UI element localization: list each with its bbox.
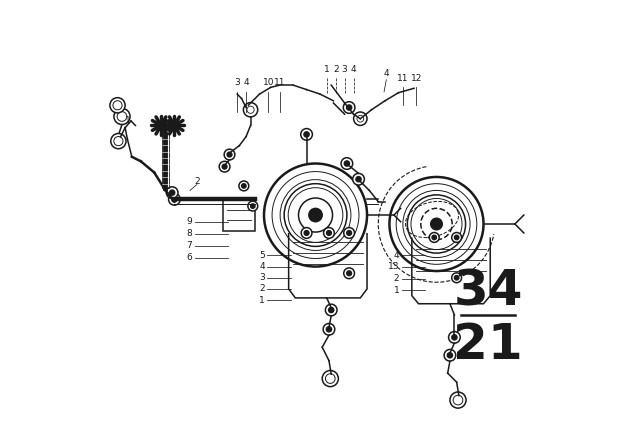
Circle shape bbox=[114, 108, 130, 125]
Circle shape bbox=[111, 134, 126, 149]
Text: 12: 12 bbox=[411, 74, 422, 83]
Bar bbox=[223, 199, 255, 231]
Circle shape bbox=[353, 173, 364, 185]
Circle shape bbox=[239, 181, 249, 191]
Text: 7: 7 bbox=[187, 241, 192, 250]
Text: 11: 11 bbox=[397, 74, 408, 83]
Circle shape bbox=[356, 177, 361, 182]
Circle shape bbox=[452, 335, 457, 340]
Circle shape bbox=[324, 228, 334, 238]
Text: 11: 11 bbox=[274, 78, 285, 87]
Circle shape bbox=[452, 273, 461, 283]
Circle shape bbox=[447, 353, 452, 358]
Circle shape bbox=[343, 102, 355, 113]
Text: 4: 4 bbox=[383, 69, 389, 78]
Circle shape bbox=[170, 190, 175, 195]
Circle shape bbox=[248, 201, 258, 211]
Circle shape bbox=[344, 268, 355, 279]
Circle shape bbox=[304, 231, 309, 235]
Circle shape bbox=[450, 392, 466, 408]
Circle shape bbox=[172, 197, 177, 202]
Text: 1: 1 bbox=[394, 286, 399, 295]
Circle shape bbox=[326, 231, 332, 235]
Text: 6: 6 bbox=[187, 253, 192, 262]
Text: 8: 8 bbox=[187, 229, 192, 238]
Circle shape bbox=[242, 184, 246, 188]
Text: 3: 3 bbox=[234, 78, 240, 87]
Text: 3: 3 bbox=[259, 273, 265, 282]
Text: 10: 10 bbox=[263, 78, 274, 87]
Circle shape bbox=[346, 105, 352, 110]
Circle shape bbox=[323, 323, 335, 335]
Circle shape bbox=[110, 98, 125, 113]
Circle shape bbox=[168, 194, 180, 205]
Text: 21: 21 bbox=[453, 321, 523, 369]
Circle shape bbox=[347, 271, 351, 276]
Circle shape bbox=[323, 370, 339, 387]
Circle shape bbox=[344, 161, 349, 166]
Circle shape bbox=[301, 129, 312, 140]
Circle shape bbox=[328, 307, 334, 313]
Circle shape bbox=[243, 103, 258, 117]
Text: 34: 34 bbox=[453, 267, 523, 315]
Circle shape bbox=[224, 149, 235, 160]
Circle shape bbox=[444, 349, 456, 361]
Text: 4: 4 bbox=[351, 65, 356, 74]
Circle shape bbox=[308, 208, 323, 222]
Circle shape bbox=[454, 276, 459, 280]
Text: 2: 2 bbox=[194, 177, 200, 186]
Circle shape bbox=[325, 304, 337, 316]
Circle shape bbox=[222, 164, 227, 169]
Circle shape bbox=[449, 332, 460, 343]
Circle shape bbox=[341, 158, 353, 169]
Circle shape bbox=[429, 233, 439, 242]
Text: 1: 1 bbox=[125, 116, 131, 125]
Circle shape bbox=[219, 161, 230, 172]
Circle shape bbox=[326, 327, 332, 332]
Text: 5: 5 bbox=[259, 251, 265, 260]
Circle shape bbox=[227, 152, 232, 157]
Text: 2: 2 bbox=[333, 65, 339, 74]
Circle shape bbox=[304, 132, 309, 137]
Text: 4: 4 bbox=[259, 262, 265, 271]
Circle shape bbox=[347, 231, 351, 235]
Text: 4: 4 bbox=[394, 251, 399, 260]
Circle shape bbox=[301, 228, 312, 238]
Circle shape bbox=[452, 233, 461, 242]
Circle shape bbox=[432, 235, 436, 240]
Circle shape bbox=[344, 228, 355, 238]
Text: 13: 13 bbox=[388, 262, 399, 271]
Text: 2: 2 bbox=[259, 284, 265, 293]
Text: 9: 9 bbox=[187, 217, 192, 226]
Text: 1: 1 bbox=[324, 65, 330, 74]
Circle shape bbox=[431, 218, 442, 230]
Text: 2: 2 bbox=[394, 274, 399, 283]
Circle shape bbox=[454, 235, 459, 240]
Circle shape bbox=[166, 187, 178, 198]
Text: 1: 1 bbox=[259, 296, 265, 305]
Circle shape bbox=[251, 204, 255, 208]
Text: 4: 4 bbox=[243, 78, 249, 87]
Text: 3: 3 bbox=[342, 65, 348, 74]
Circle shape bbox=[353, 112, 367, 125]
